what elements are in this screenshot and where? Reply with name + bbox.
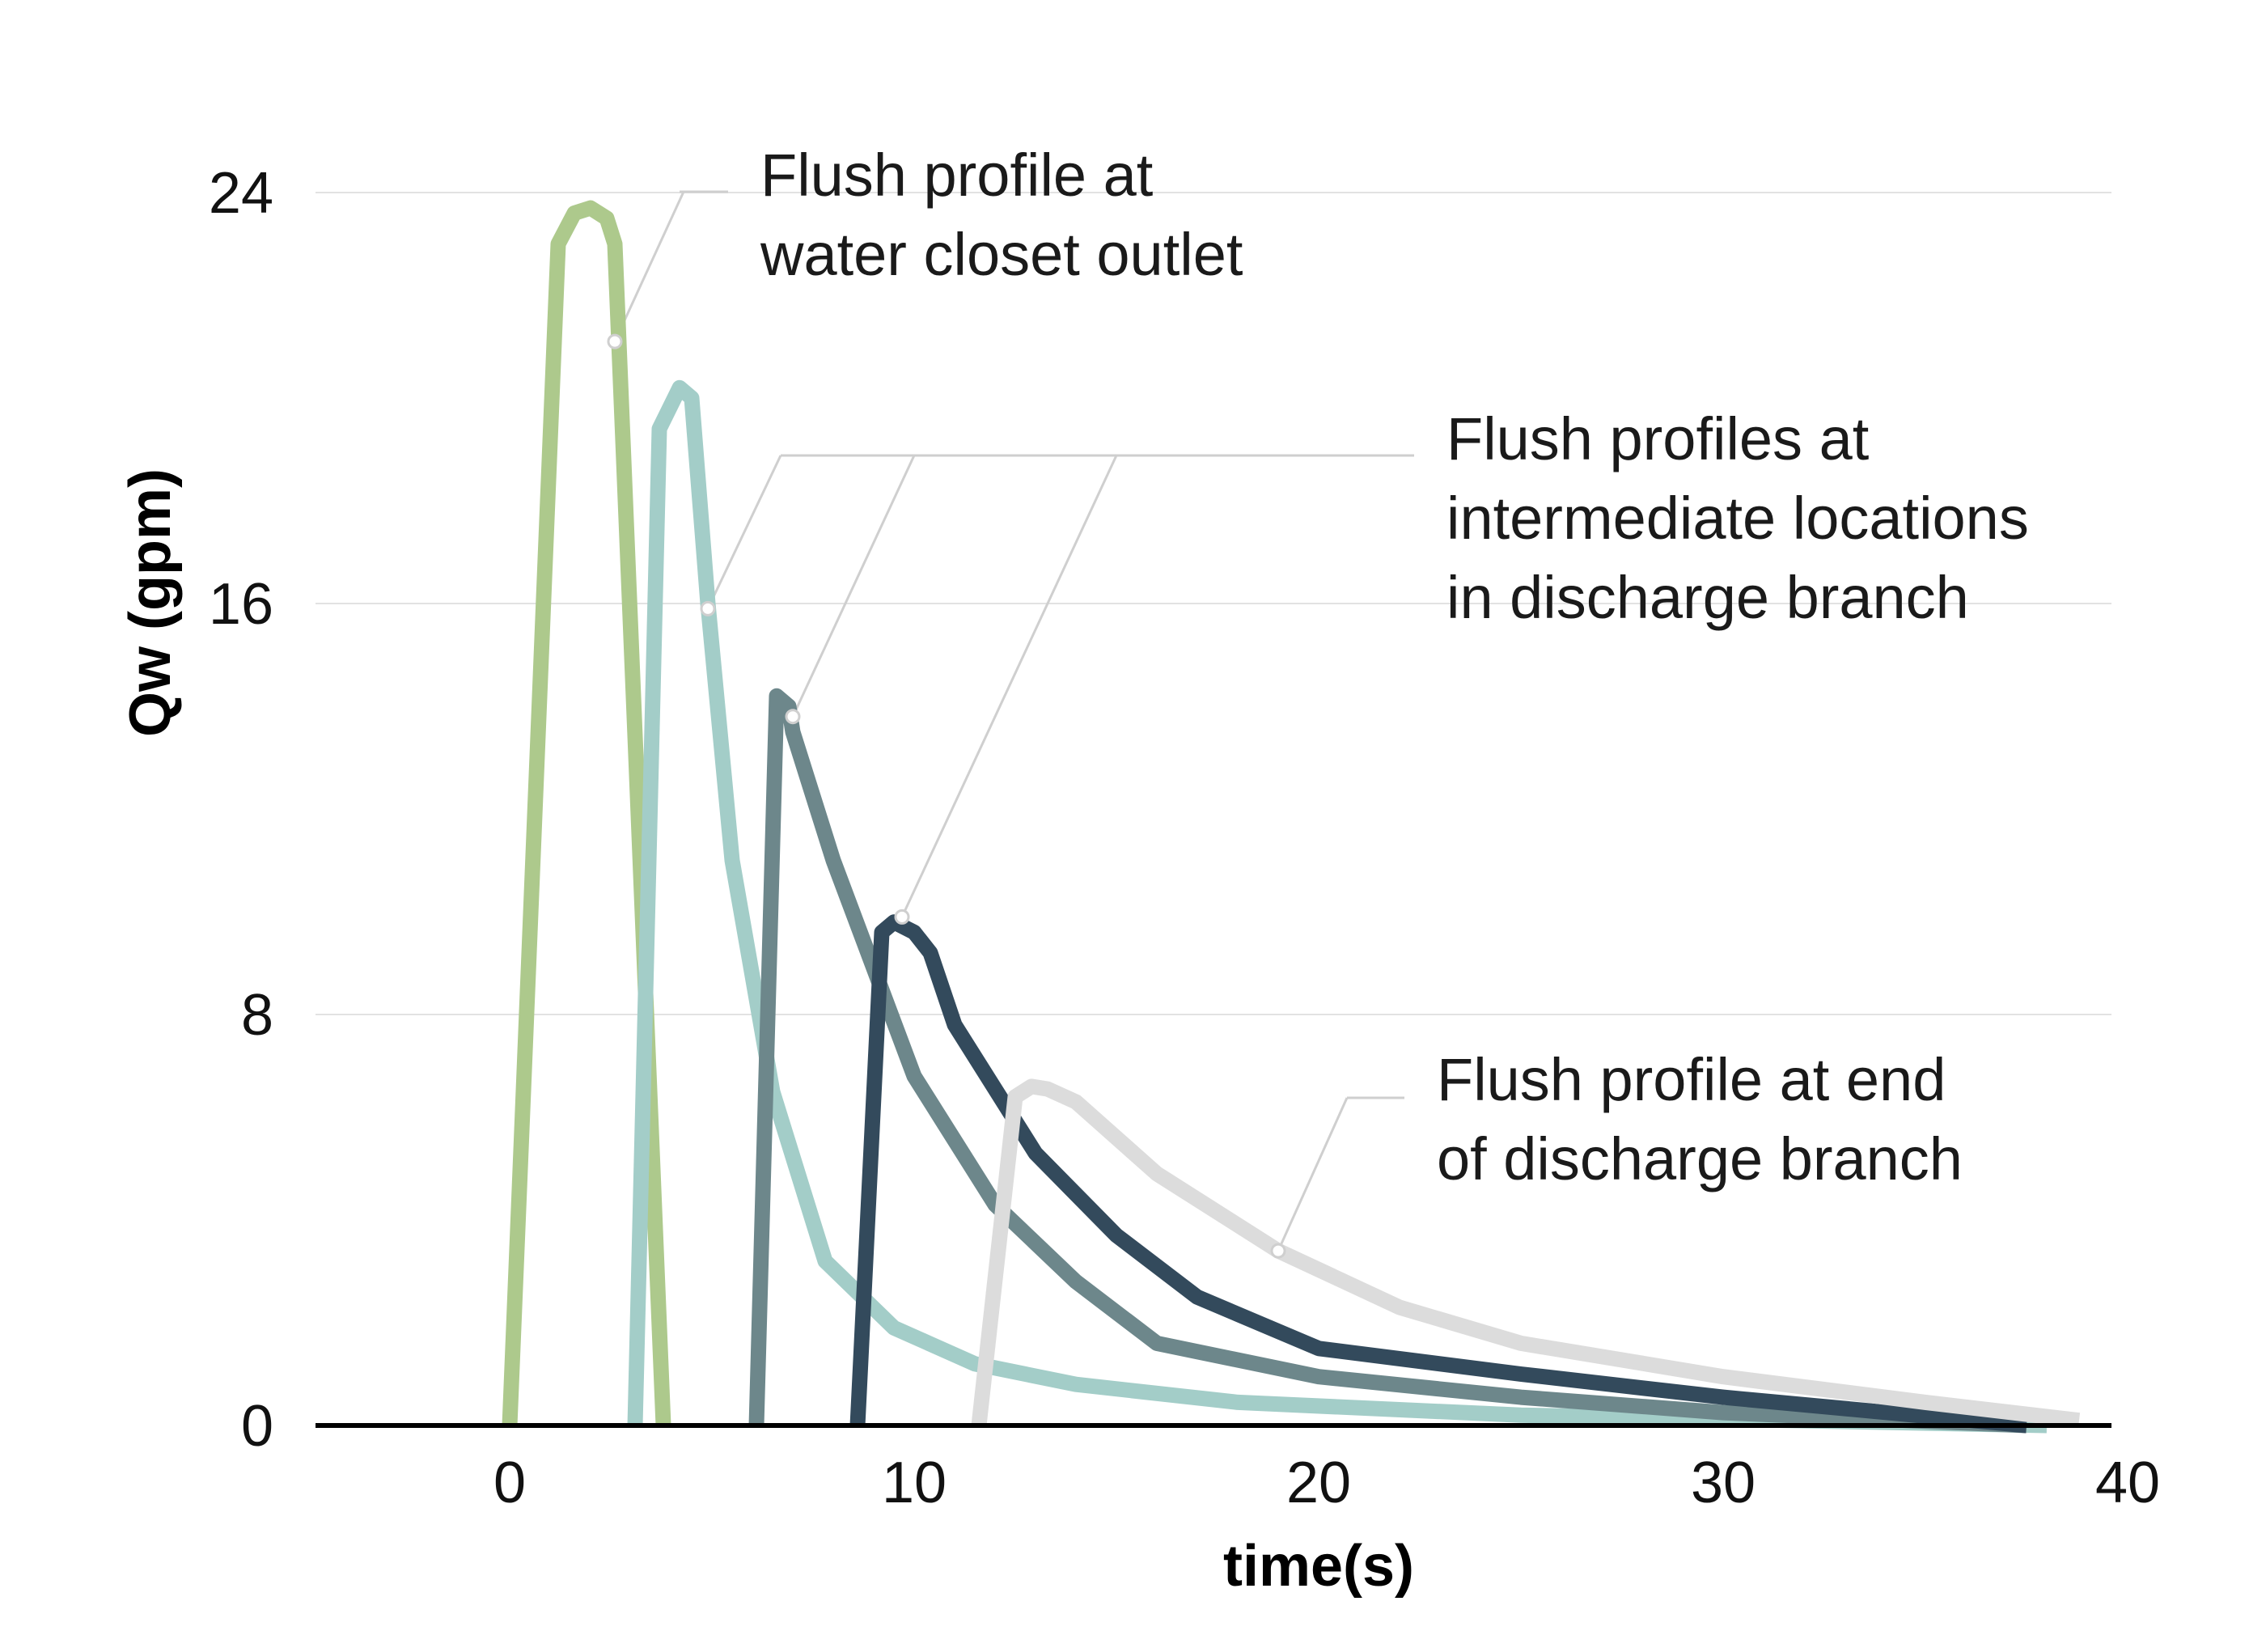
x-tick-label-4: 40: [2095, 1451, 2160, 1515]
annotation-marker-1-0: [700, 600, 716, 616]
annotation-0-line-0: Flush profile at: [760, 142, 1154, 209]
x-tick-label-1: 10: [882, 1451, 947, 1515]
leader-2-0: [1277, 1097, 1349, 1252]
annotation-0-line-1: water closet outlet: [760, 221, 1243, 288]
annotation-2-line-1: of discharge branch: [1437, 1125, 1963, 1192]
grid-lines: [316, 192, 2111, 1015]
leader-1-2: [900, 455, 1118, 917]
series-line-3: [849, 914, 2027, 1434]
leader-1-1: [791, 455, 916, 718]
y-tick-label-3: 24: [209, 161, 273, 226]
series-line-0: [502, 200, 671, 1426]
leader-1-0: [706, 455, 782, 609]
x-tick-label-3: 30: [1691, 1451, 1756, 1515]
annotation-leaders: [613, 190, 1414, 1252]
annotation-marker-1-1: [785, 709, 801, 725]
series-line-2: [748, 688, 2027, 1434]
annotation-2-line-0: Flush profile at end: [1437, 1046, 1946, 1113]
x-tick-label-2: 20: [1286, 1451, 1351, 1515]
leader-0-0: [613, 191, 685, 342]
y-tick-label-2: 16: [209, 572, 273, 637]
series-line-1: [627, 379, 2048, 1434]
data-series: [502, 200, 2081, 1434]
x-tick-label-0: 0: [493, 1451, 526, 1515]
annotation-1-line-2: in discharge branch: [1446, 564, 1969, 631]
annotation-markers: [607, 333, 1286, 1259]
y-tick-label-0: 0: [241, 1394, 273, 1459]
x-axis-title: time(s): [1223, 1534, 1414, 1599]
y-axis-title: Qw (gpm): [118, 468, 183, 737]
annotation-1-line-0: Flush profiles at: [1446, 405, 1870, 472]
annotation-marker-2-0: [1270, 1243, 1286, 1259]
annotation-marker-0-0: [607, 333, 623, 349]
annotation-marker-1-2: [894, 909, 910, 925]
series-line-4: [971, 1078, 2081, 1429]
y-tick-label-1: 8: [241, 983, 273, 1048]
tick-labels: 0 8 16 24 0 10 20 30 40: [209, 161, 2160, 1515]
annotation-1-line-1: intermediate locations: [1446, 485, 2029, 552]
annotation-labels: Flush profile at water closet outlet Flush…: [760, 142, 2029, 1192]
